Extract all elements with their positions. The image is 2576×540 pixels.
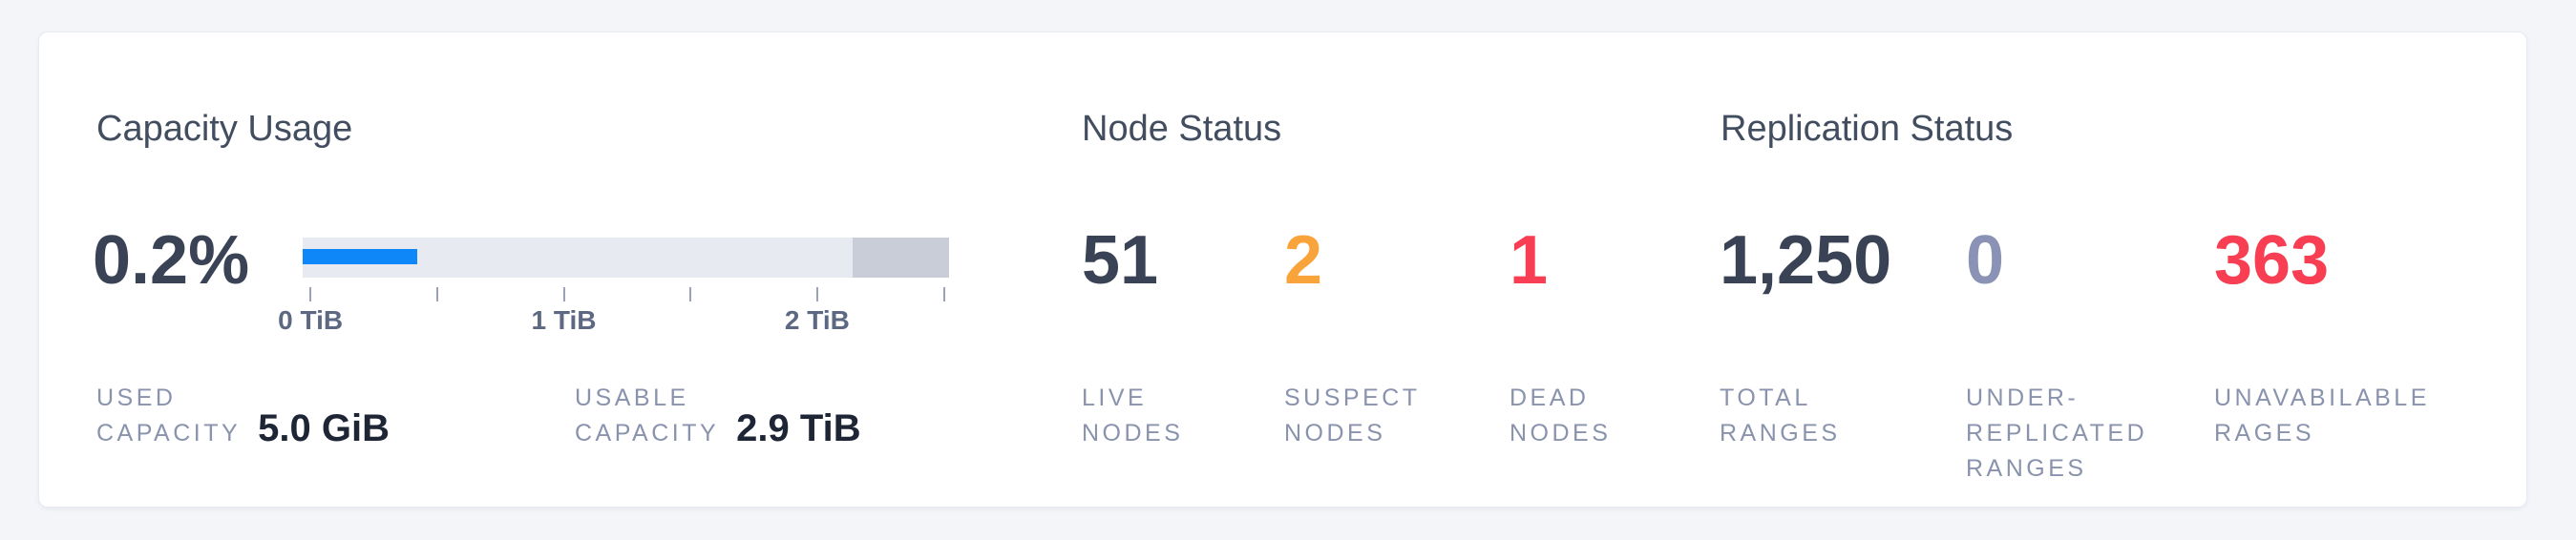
capacity-axis-tick bbox=[943, 287, 946, 301]
capacity-bar-used bbox=[303, 249, 417, 264]
replication-status-title: Replication Status bbox=[1721, 109, 2014, 149]
capacity-bar-chart: 0 TiB 1 TiB 2 TiB bbox=[278, 238, 949, 371]
unavailable-ranges-value: 363 bbox=[2214, 222, 2330, 299]
dead-nodes-value: 1 bbox=[1510, 222, 1549, 299]
capacity-axis-tick bbox=[815, 287, 818, 301]
capacity-axis-tick bbox=[435, 287, 438, 301]
under-replicated-ranges-value: 0 bbox=[1966, 222, 2005, 299]
capacity-axis-tick bbox=[562, 287, 565, 301]
capacity-usage-title: Capacity Usage bbox=[96, 109, 353, 149]
capacity-axis-tick-label: 1 TiB bbox=[531, 305, 597, 335]
dead-nodes-label: DEAD NODES bbox=[1510, 384, 1612, 447]
capacity-bar-reserved bbox=[853, 238, 949, 278]
live-nodes-label: LIVE NODES bbox=[1082, 384, 1184, 447]
used-capacity-label: USED CAPACITY bbox=[96, 384, 242, 447]
capacity-used-percent: 0.2% bbox=[93, 222, 250, 299]
unavailable-ranges-label: UNAVABILABLE RAGES bbox=[2214, 384, 2430, 447]
capacity-axis-tick bbox=[309, 287, 312, 301]
used-capacity-value: 5.0 GiB bbox=[258, 407, 391, 449]
cluster-overview-card: Capacity Usage 0.2% 0 TiB 1 TiB 2 TiB USED… bbox=[38, 31, 2527, 508]
node-status-title: Node Status bbox=[1082, 109, 1282, 149]
total-ranges-value: 1,250 bbox=[1720, 222, 1892, 299]
capacity-axis-tick-label: 2 TiB bbox=[784, 305, 850, 335]
live-nodes-value: 51 bbox=[1082, 222, 1159, 299]
under-replicated-ranges-label: UNDER- REPLICATED RANGES bbox=[1966, 384, 2148, 482]
usable-capacity-value: 2.9 TiB bbox=[736, 407, 861, 449]
capacity-axis-tick-label: 0 TiB bbox=[278, 305, 344, 335]
usable-capacity-label: USABLE CAPACITY bbox=[575, 384, 720, 447]
suspect-nodes-value: 2 bbox=[1284, 222, 1323, 299]
suspect-nodes-label: SUSPECT NODES bbox=[1284, 384, 1421, 447]
usable-capacity-stat: USABLE CAPACITY 2.9 TiB bbox=[575, 381, 861, 451]
total-ranges-label: TOTAL RANGES bbox=[1720, 384, 1841, 447]
capacity-axis-tick bbox=[689, 287, 692, 301]
used-capacity-stat: USED CAPACITY 5.0 GiB bbox=[96, 381, 390, 451]
